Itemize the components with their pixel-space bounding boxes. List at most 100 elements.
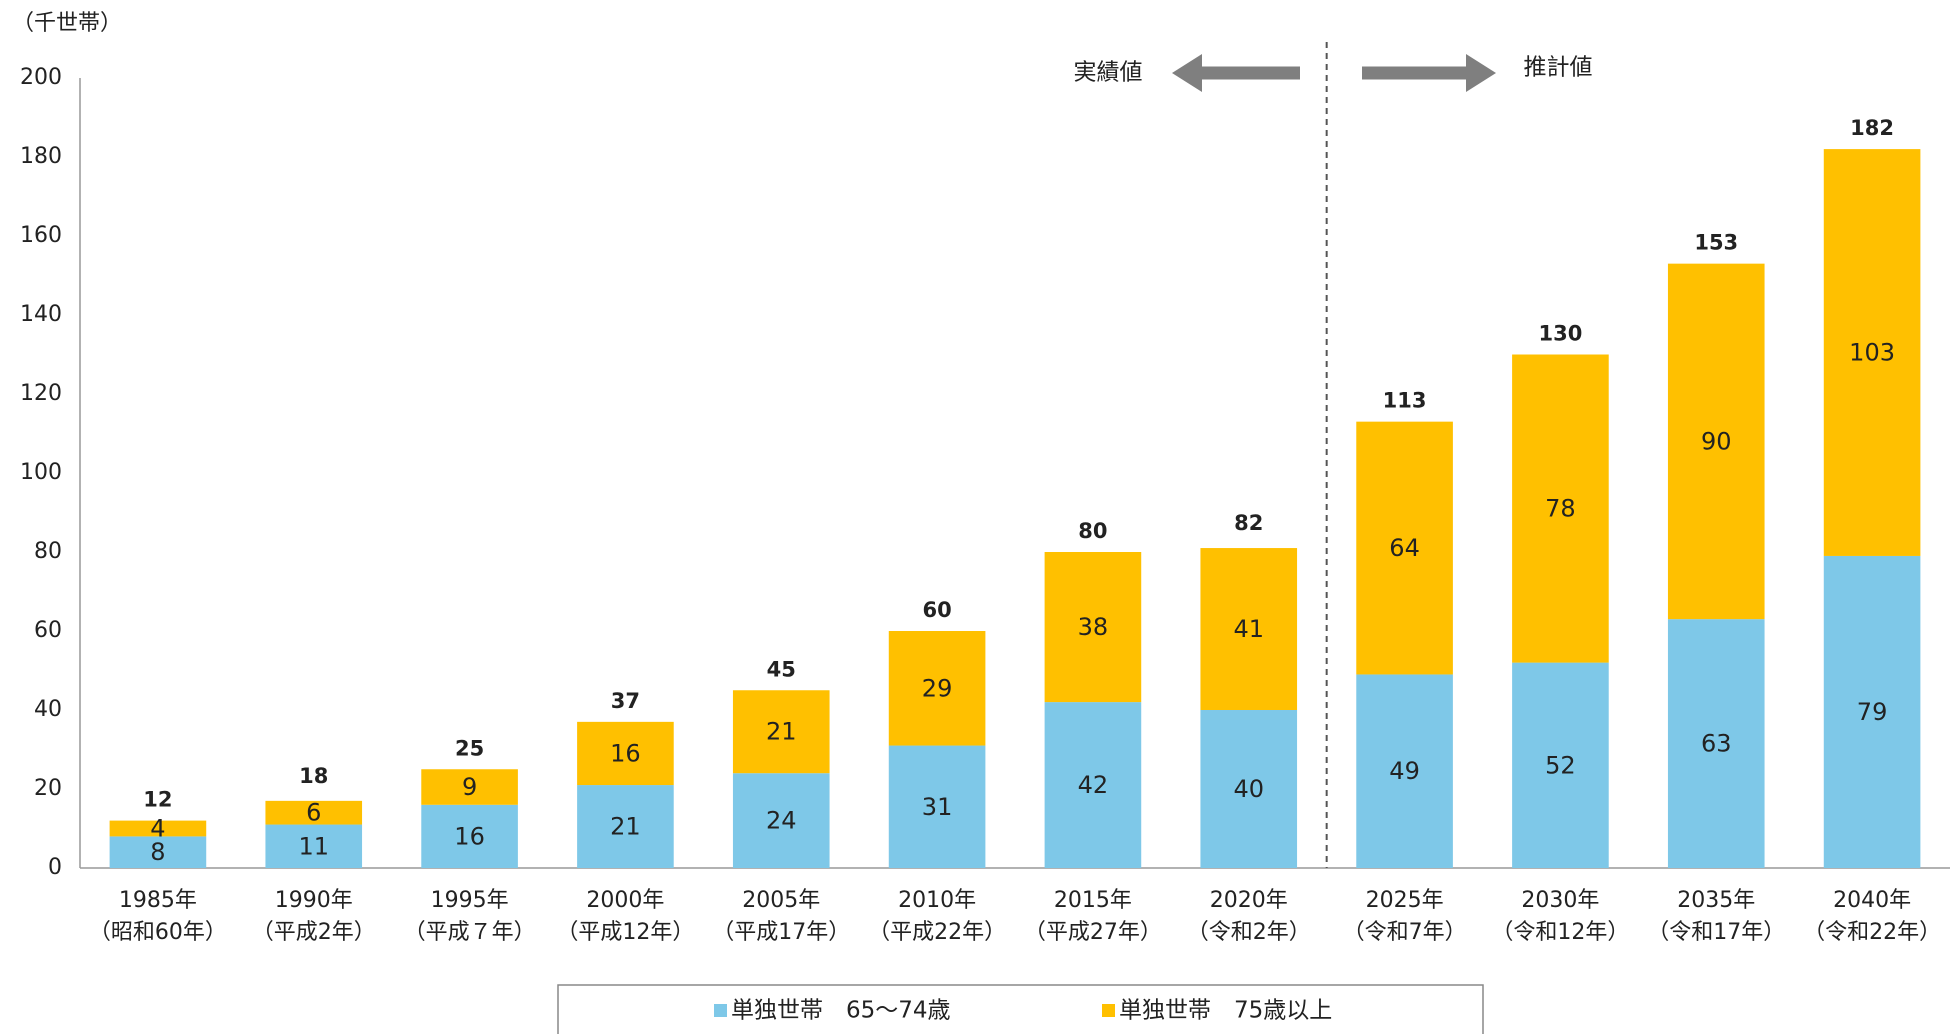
segment-value-label: 31: [922, 793, 953, 821]
segment-value-label: 38: [1078, 613, 1109, 641]
bar-segment-75-plus: [732, 690, 830, 774]
segment-value-label: 49: [1389, 757, 1420, 785]
x-category-era: （平成12年）: [556, 920, 694, 945]
x-category-year: 2035年: [1677, 888, 1755, 913]
y-tick-label: 140: [20, 302, 62, 327]
legend-label-75-plus: 単独世帯 75歳以上: [1119, 998, 1332, 1024]
bar-segment-65-74: [1044, 702, 1142, 868]
bar-segment-65-74: [1200, 710, 1298, 868]
bar-segment-65-74: [421, 804, 518, 868]
y-tick-label: 0: [48, 855, 62, 880]
x-category-year: 2020年: [1210, 888, 1288, 913]
bar-segment-65-74: [1356, 674, 1453, 868]
y-tick-label: 180: [20, 144, 62, 169]
y-tick-label: 160: [20, 223, 62, 248]
total-value-label: 60: [922, 598, 951, 622]
actual-arrow-icon: [1172, 54, 1300, 92]
y-axis: 0 20 40 60 80 100 120 140 160 180 200: [20, 65, 1950, 880]
total-value-label: 12: [143, 788, 172, 812]
x-category-era: （令和7年）: [1343, 920, 1467, 945]
segment-value-label: 4: [150, 815, 165, 843]
legend-label-65-74: 単独世帯 65～74歳: [731, 998, 951, 1024]
segment-value-label: 29: [922, 674, 953, 702]
bar-segment-65-74: [732, 773, 830, 868]
total-value-label: 80: [1078, 519, 1107, 543]
segment-value-label: 90: [1701, 427, 1732, 455]
total-value-label: 18: [299, 764, 328, 788]
total-value-label: 25: [455, 736, 484, 760]
bar-segment-75-plus: [1044, 552, 1142, 703]
projected-region-label: 推計値: [1524, 55, 1593, 81]
bar-segment-65-74: [1823, 555, 1921, 868]
x-category-year: 2025年: [1366, 888, 1444, 913]
bars-group: 84 12 11 6 18 16 9 25 21 16 37 24 21 45 31 29 60 42 38 80 40…: [109, 116, 1921, 868]
bar-segment-75-plus: [1512, 354, 1609, 663]
segment-value-label: 41: [1233, 615, 1264, 643]
y-tick-label: 200: [20, 65, 62, 90]
bar-segment-65-74: [1667, 619, 1765, 868]
bar-segment-75-plus: [888, 631, 986, 746]
actual-region-label: 実績値: [1074, 60, 1143, 86]
legend-box: [557, 984, 1484, 1034]
projected-arrow-icon: [1362, 54, 1496, 92]
segment-value-label: 6: [306, 799, 321, 827]
segment-value-label: 52: [1545, 751, 1576, 779]
bar-segment-65-74: [577, 785, 674, 868]
segment-value-label: 16: [610, 739, 641, 767]
segment-value-label: 8: [150, 838, 165, 866]
segment-value-label: 21: [766, 718, 797, 746]
segment-value-label: 21: [610, 813, 641, 841]
total-value-label: 182: [1850, 116, 1894, 140]
bar-segment-75-plus: [1200, 548, 1298, 710]
legend-swatch-65-74: [714, 1004, 727, 1017]
x-category-era: （平成17年）: [712, 920, 850, 945]
segment-value-label: 42: [1078, 771, 1109, 799]
x-category-year: 2010年: [898, 888, 976, 913]
total-value-label: 45: [767, 657, 796, 681]
y-tick-label: 100: [20, 460, 62, 485]
x-category-era: （令和2年）: [1187, 920, 1311, 945]
bar-segment-65-74: [109, 836, 207, 868]
x-category-year: 1990年: [275, 888, 353, 913]
total-value-label: 37: [611, 689, 640, 713]
segment-value-label: 24: [766, 807, 797, 835]
x-category-year: 2030年: [1521, 888, 1599, 913]
y-tick-label: 20: [34, 776, 62, 801]
bar-segment-75-plus: [1667, 263, 1765, 620]
bar-segment-75-plus: [1356, 421, 1453, 675]
segment-value-label: 64: [1389, 534, 1420, 562]
x-category-year: 1995年: [431, 888, 509, 913]
x-category-year: 2005年: [742, 888, 820, 913]
total-value-label: 113: [1383, 389, 1427, 413]
x-category-year: 2000年: [586, 888, 664, 913]
x-category-year: 2015年: [1054, 888, 1132, 913]
total-value-label: 130: [1538, 322, 1582, 346]
segment-value-label: 11: [298, 832, 329, 860]
segment-value-label: 79: [1857, 698, 1888, 726]
bar-segment-65-74: [265, 824, 363, 868]
bar-segment-75-plus: [109, 820, 207, 837]
x-category-era: （昭和60年）: [89, 920, 227, 945]
total-value-label: 82: [1234, 511, 1263, 535]
y-tick-label: 80: [34, 539, 62, 564]
y-tick-label: 60: [34, 618, 62, 643]
segment-value-label: 9: [462, 773, 477, 801]
x-category-era: （平成７年）: [404, 920, 536, 945]
y-tick-label: 40: [34, 697, 62, 722]
bar-segment-65-74: [1512, 662, 1609, 868]
x-category-era: （平成22年）: [868, 920, 1006, 945]
segment-value-label: 40: [1233, 775, 1264, 803]
bar-segment-75-plus: [577, 721, 674, 786]
bar-segment-75-plus: [421, 769, 518, 805]
x-category-year: 2040年: [1833, 888, 1911, 913]
bar-segment-65-74: [888, 745, 986, 868]
x-category-year: 1985年: [119, 888, 197, 913]
legend-swatch-75-plus: [1102, 1004, 1115, 1017]
y-unit-label: （千世帯）: [12, 11, 122, 36]
total-value-label: 153: [1694, 231, 1738, 255]
bar-segment-75-plus: [265, 800, 363, 825]
segment-value-label: 103: [1849, 339, 1895, 367]
x-category-era: （平成27年）: [1024, 920, 1162, 945]
bar-segment-75-plus: [1823, 149, 1921, 556]
